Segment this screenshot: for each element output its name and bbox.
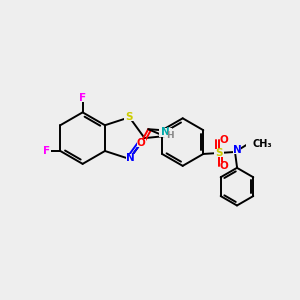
FancyBboxPatch shape <box>159 128 172 136</box>
Text: F: F <box>79 94 86 103</box>
FancyBboxPatch shape <box>78 94 87 102</box>
Text: O: O <box>220 161 229 171</box>
Text: F: F <box>43 146 50 156</box>
Text: O: O <box>220 135 229 145</box>
FancyBboxPatch shape <box>124 113 134 121</box>
Text: N: N <box>126 153 135 163</box>
FancyBboxPatch shape <box>232 146 242 154</box>
Text: H: H <box>167 130 174 140</box>
FancyBboxPatch shape <box>214 149 224 157</box>
Text: N: N <box>161 127 170 137</box>
Text: N: N <box>232 145 241 155</box>
Text: O: O <box>137 138 146 148</box>
FancyBboxPatch shape <box>220 162 229 170</box>
FancyBboxPatch shape <box>137 139 146 147</box>
Text: S: S <box>126 112 133 122</box>
FancyBboxPatch shape <box>246 140 260 148</box>
FancyBboxPatch shape <box>42 147 51 155</box>
FancyBboxPatch shape <box>220 136 229 144</box>
Text: CH₃: CH₃ <box>253 139 272 149</box>
FancyBboxPatch shape <box>126 154 135 162</box>
Text: S: S <box>215 148 223 158</box>
